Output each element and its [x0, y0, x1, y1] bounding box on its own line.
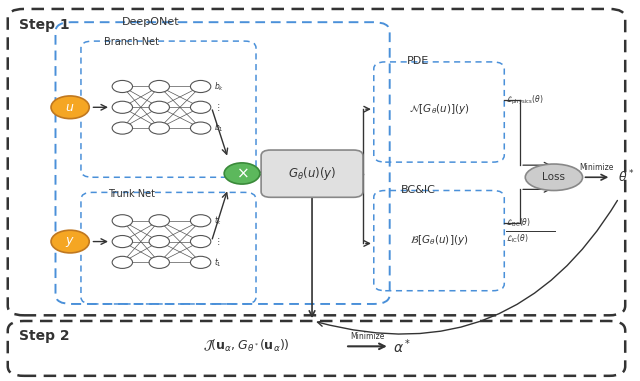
Circle shape	[224, 163, 260, 184]
Text: $b_1$: $b_1$	[214, 122, 224, 134]
Circle shape	[191, 235, 211, 248]
Circle shape	[191, 122, 211, 134]
Text: Step 2: Step 2	[19, 328, 70, 343]
Circle shape	[112, 235, 132, 248]
Text: BC&IC: BC&IC	[401, 185, 436, 195]
Text: Minimize: Minimize	[350, 331, 385, 341]
Text: $\vdots$: $\vdots$	[214, 236, 220, 247]
Circle shape	[149, 80, 170, 93]
Text: Minimize: Minimize	[580, 163, 614, 172]
Text: $\mathcal{L}_{\rm physics}(\theta)$: $\mathcal{L}_{\rm physics}(\theta)$	[506, 94, 544, 107]
Circle shape	[191, 80, 211, 93]
Circle shape	[51, 96, 89, 118]
Text: Branch Net: Branch Net	[104, 37, 159, 47]
Text: Trunk Net: Trunk Net	[108, 189, 156, 199]
Text: $\mathcal{L}_{\rm BC}(\theta)$: $\mathcal{L}_{\rm BC}(\theta)$	[506, 216, 531, 229]
Ellipse shape	[525, 164, 582, 190]
Circle shape	[191, 215, 211, 227]
Circle shape	[112, 80, 132, 93]
Circle shape	[112, 122, 132, 134]
Circle shape	[149, 122, 170, 134]
Text: $\mathcal{L}_{\rm IC}(\theta)$: $\mathcal{L}_{\rm IC}(\theta)$	[506, 232, 529, 245]
FancyArrowPatch shape	[317, 200, 618, 334]
Circle shape	[112, 101, 132, 113]
Text: $G_{\theta}(u)(y)$: $G_{\theta}(u)(y)$	[288, 165, 336, 182]
Text: Step 1: Step 1	[19, 18, 70, 32]
Circle shape	[51, 230, 89, 253]
Text: $\mathcal{B}[G_{\theta}(u)](y)$: $\mathcal{B}[G_{\theta}(u)](y)$	[410, 234, 468, 247]
Circle shape	[112, 215, 132, 227]
Text: $y$: $y$	[65, 235, 75, 248]
Text: DeepONet: DeepONet	[122, 17, 180, 27]
Text: $\mathcal{N}[G_{\theta}(u)](y)$: $\mathcal{N}[G_{\theta}(u)](y)$	[409, 102, 470, 116]
Text: $\theta^*$: $\theta^*$	[618, 169, 634, 186]
Text: $b_k$: $b_k$	[214, 80, 224, 93]
Text: $\times$: $\times$	[236, 166, 248, 181]
Circle shape	[149, 101, 170, 113]
FancyBboxPatch shape	[261, 150, 363, 197]
Circle shape	[191, 101, 211, 113]
Text: $t_1$: $t_1$	[214, 256, 222, 269]
Circle shape	[149, 256, 170, 268]
Text: $t_k$: $t_k$	[214, 215, 222, 227]
Text: $\alpha^*$: $\alpha^*$	[393, 337, 411, 355]
Text: PDE: PDE	[407, 56, 429, 66]
Circle shape	[149, 235, 170, 248]
Text: $\vdots$: $\vdots$	[214, 102, 220, 113]
Text: $\mathcal{J}(\mathbf{u}_{\alpha}, G_{\theta^*}(\mathbf{u}_{\alpha}))$: $\mathcal{J}(\mathbf{u}_{\alpha}, G_{\th…	[203, 338, 290, 354]
Text: $u$: $u$	[65, 101, 75, 114]
Text: Loss: Loss	[543, 172, 565, 182]
Circle shape	[191, 256, 211, 268]
Circle shape	[112, 256, 132, 268]
Circle shape	[149, 215, 170, 227]
